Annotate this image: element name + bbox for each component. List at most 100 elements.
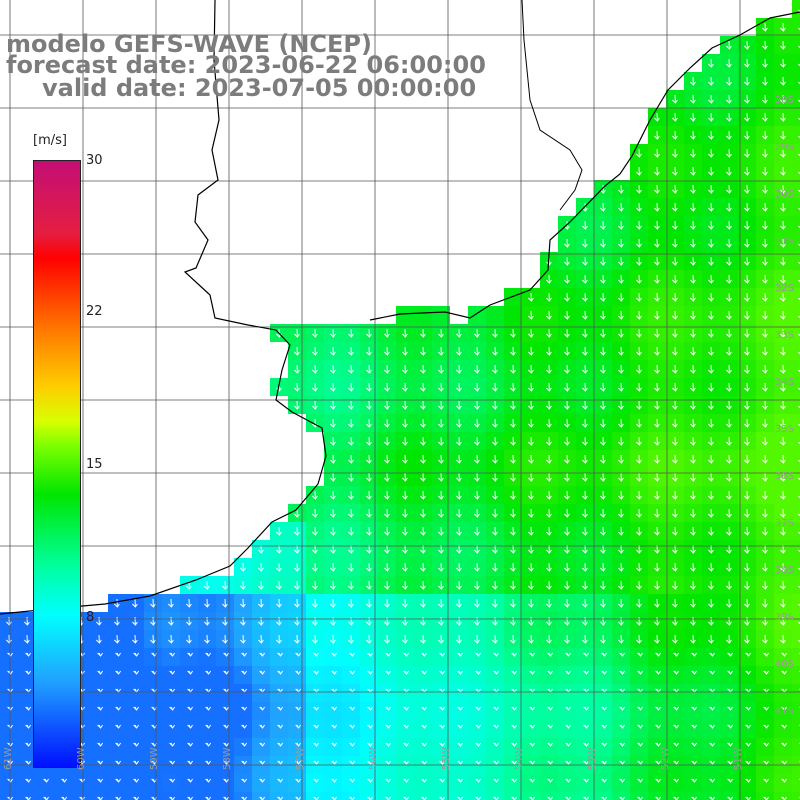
wind-arrow bbox=[420, 580, 426, 590]
wind-cell bbox=[630, 684, 648, 702]
wind-cell bbox=[738, 792, 756, 800]
wind-arrow bbox=[744, 580, 750, 590]
wind-arrow bbox=[582, 364, 588, 374]
wind-arrow bbox=[798, 495, 800, 499]
wind-arrow bbox=[169, 760, 176, 765]
wind-arrow bbox=[492, 400, 498, 410]
wind-arrow bbox=[744, 364, 750, 374]
wind-arrow bbox=[672, 616, 678, 626]
wind-arrow bbox=[349, 760, 356, 765]
wind-cell bbox=[792, 666, 800, 684]
wind-cell bbox=[774, 702, 792, 720]
wind-arrow bbox=[204, 634, 210, 644]
longitude-label: 56W bbox=[368, 747, 379, 770]
wind-arrow bbox=[240, 598, 246, 608]
wind-arrow bbox=[366, 454, 372, 464]
wind-arrow bbox=[330, 328, 336, 338]
wind-arrow bbox=[745, 724, 752, 729]
wind-arrow bbox=[456, 346, 462, 356]
wind-arrow bbox=[438, 328, 444, 338]
wind-arrow bbox=[636, 292, 642, 302]
wind-arrow bbox=[636, 382, 642, 392]
wind-cell bbox=[792, 306, 800, 324]
wind-cell bbox=[702, 666, 720, 684]
wind-cell bbox=[720, 738, 738, 756]
wind-cell bbox=[432, 738, 450, 756]
wind-cell bbox=[270, 648, 288, 666]
wind-arrow bbox=[582, 274, 588, 284]
wind-arrow bbox=[655, 652, 662, 657]
wind-arrow bbox=[546, 364, 552, 374]
wind-arrow bbox=[402, 418, 408, 428]
wind-arrow bbox=[726, 274, 732, 284]
wind-arrow bbox=[456, 490, 462, 500]
wind-arrow bbox=[349, 652, 356, 657]
wind-arrow bbox=[798, 297, 800, 301]
wind-arrow bbox=[798, 207, 800, 211]
wind-arrow bbox=[169, 742, 176, 747]
wind-cell bbox=[540, 684, 558, 702]
wind-arrow bbox=[672, 364, 678, 374]
wind-cell bbox=[342, 774, 360, 792]
wind-cell bbox=[630, 666, 648, 684]
wind-arrow bbox=[277, 778, 284, 783]
wind-arrow bbox=[654, 202, 660, 212]
wind-arrow bbox=[402, 346, 408, 356]
latitude-label: 34S bbox=[774, 377, 794, 388]
wind-cell bbox=[126, 774, 144, 792]
wind-cell bbox=[360, 702, 378, 720]
wind-arrow bbox=[744, 490, 750, 500]
latitude-label: 35S bbox=[774, 424, 794, 435]
wind-arrow bbox=[780, 490, 786, 500]
wind-arrow bbox=[565, 670, 572, 675]
wind-arrow bbox=[330, 616, 336, 626]
wind-arrow bbox=[726, 328, 732, 338]
wind-arrow bbox=[673, 706, 680, 711]
wind-arrow bbox=[312, 382, 318, 392]
wind-arrow bbox=[366, 598, 372, 608]
wind-arrow bbox=[798, 603, 800, 607]
wind-arrow bbox=[727, 742, 734, 747]
latitude-label: 39S bbox=[774, 612, 794, 623]
wind-arrow bbox=[510, 490, 516, 500]
wind-arrow bbox=[780, 148, 786, 158]
wind-arrow bbox=[708, 418, 714, 428]
wind-cell bbox=[396, 666, 414, 684]
wind-arrow bbox=[294, 634, 300, 644]
wind-cell bbox=[450, 774, 468, 792]
wind-arrow bbox=[744, 58, 750, 68]
wind-arrow bbox=[510, 580, 516, 590]
wind-arrow bbox=[330, 382, 336, 392]
wind-arrow bbox=[618, 346, 624, 356]
wind-arrow bbox=[492, 436, 498, 446]
wind-arrow bbox=[25, 742, 32, 747]
wind-arrow bbox=[474, 418, 480, 428]
wind-arrow bbox=[223, 760, 230, 765]
wind-cell bbox=[756, 738, 774, 756]
wind-arrow bbox=[582, 220, 588, 230]
wind-cell bbox=[468, 684, 486, 702]
wind-arrow bbox=[223, 778, 230, 783]
wind-arrow bbox=[438, 418, 444, 428]
wind-arrow bbox=[312, 634, 318, 644]
wind-arrow bbox=[564, 526, 570, 536]
wind-arrow bbox=[600, 364, 606, 374]
wind-arrow bbox=[384, 562, 390, 572]
wind-arrow bbox=[313, 724, 320, 729]
wind-cell bbox=[774, 684, 792, 702]
wind-arrow bbox=[708, 454, 714, 464]
wind-arrow bbox=[618, 292, 624, 302]
wind-arrow bbox=[636, 220, 642, 230]
wind-arrow bbox=[204, 616, 210, 626]
wind-arrow bbox=[547, 760, 554, 765]
wind-arrow bbox=[601, 742, 608, 747]
wind-arrow bbox=[456, 580, 462, 590]
latitude-label: 36S bbox=[774, 471, 794, 482]
wind-cell bbox=[252, 792, 270, 800]
wind-arrow bbox=[654, 382, 660, 392]
wind-arrow bbox=[204, 598, 210, 608]
wind-arrow bbox=[798, 153, 800, 157]
wind-arrow bbox=[294, 400, 300, 410]
wind-arrow bbox=[618, 526, 624, 536]
wind-cell bbox=[756, 720, 774, 738]
